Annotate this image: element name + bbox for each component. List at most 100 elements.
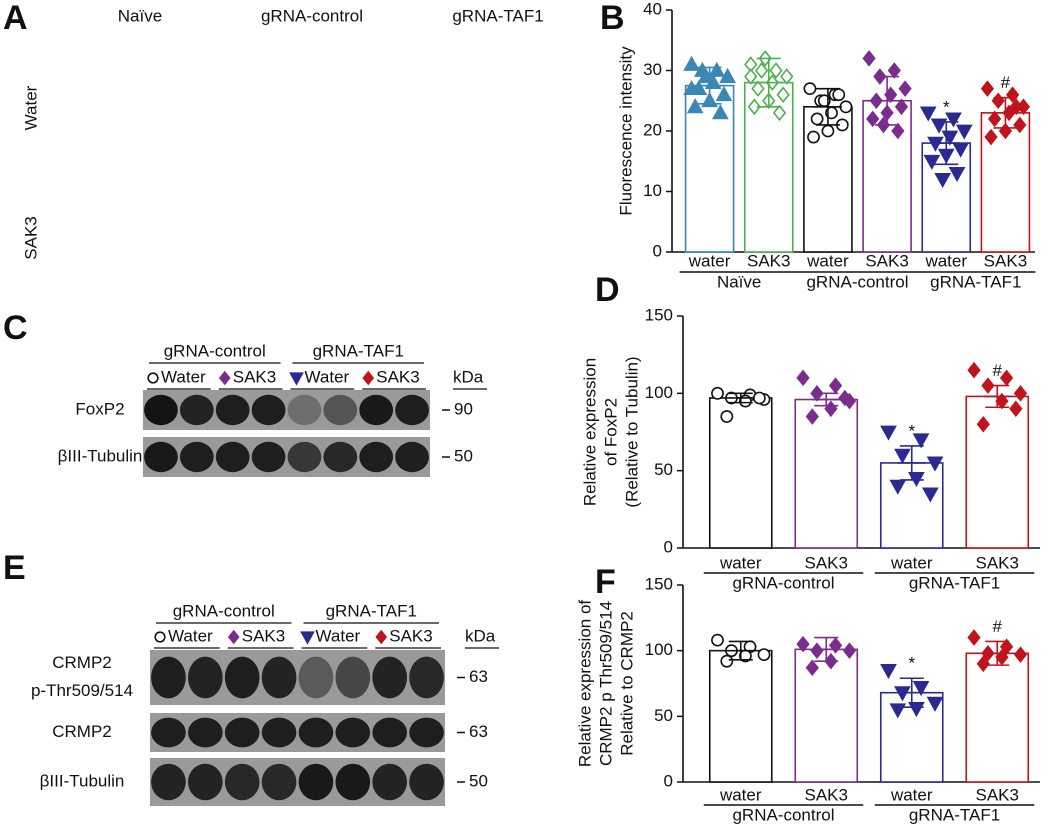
data-point	[984, 128, 998, 146]
blot-band	[395, 441, 429, 473]
kda-label: 63	[469, 722, 488, 741]
data-point	[991, 92, 1005, 110]
significance-mark: *	[908, 421, 915, 440]
data-point	[147, 372, 159, 384]
blot-band	[179, 441, 214, 473]
group-label: Naïve	[717, 272, 761, 291]
group-label: gRNA-TAF1	[909, 805, 1000, 824]
x-tick-label: SAK3	[865, 251, 908, 270]
data-point	[289, 372, 304, 386]
blot-band	[395, 394, 429, 426]
y-tick-label: 40	[643, 0, 662, 18]
data-point	[926, 456, 944, 472]
x-tick-label: water	[890, 553, 933, 572]
data-point	[744, 68, 758, 85]
blot-band	[287, 441, 322, 473]
data-point	[862, 50, 876, 67]
significance-mark: #	[993, 361, 1003, 380]
blot-band	[298, 717, 334, 748]
y-axis-label: Relative expression	[580, 358, 599, 506]
lane-label: Water	[316, 626, 361, 645]
bar	[708, 649, 773, 783]
data-point	[889, 479, 907, 495]
y-tick-label: 100	[645, 640, 673, 659]
data-point	[891, 122, 905, 140]
row-label: SAK3	[21, 216, 40, 259]
data-point	[757, 648, 771, 662]
blot-band	[151, 717, 186, 748]
data-point	[719, 67, 736, 83]
blot-band	[224, 717, 260, 748]
data-point	[908, 702, 925, 718]
bar	[794, 398, 859, 549]
data-point	[999, 369, 1014, 387]
y-axis-label: Fluorescence intensity	[616, 46, 635, 216]
x-tick-label: water	[688, 251, 731, 270]
data-point	[711, 386, 724, 400]
significance-mark: *	[908, 654, 915, 673]
y-tick-label: 150	[645, 574, 673, 593]
data-point	[720, 654, 734, 668]
y-tick-label: 0	[664, 537, 673, 556]
y-tick-label: 0	[664, 771, 673, 790]
y-axis-label: (Relative to Tubulin)	[622, 356, 641, 507]
data-point	[803, 82, 817, 96]
row-label: CRMP2	[52, 653, 112, 672]
data-point	[154, 631, 166, 643]
panel-letter: C	[3, 309, 28, 347]
y-axis-label: Relative to CRMP2	[617, 611, 636, 756]
blot-band	[261, 763, 297, 801]
column-label: gRNA-control	[261, 6, 363, 25]
blot-band	[359, 394, 394, 426]
kda-label: 50	[454, 446, 473, 465]
row-label: FoxP2	[75, 399, 124, 418]
panel-letter: A	[3, 0, 28, 37]
x-tick-label: SAK3	[747, 251, 790, 270]
bar	[794, 648, 859, 783]
data-point	[898, 80, 912, 97]
unit-label: kDa	[465, 626, 496, 645]
data-point	[805, 659, 819, 677]
x-tick-label: water	[924, 251, 967, 270]
blot-band	[298, 656, 334, 699]
data-point	[708, 61, 726, 77]
blot-band	[287, 394, 322, 426]
data-point	[941, 130, 959, 146]
y-axis-label: CRMP2 p Thr509/514	[596, 601, 615, 766]
data-point	[1013, 646, 1028, 663]
group-label: gRNA-control	[732, 805, 834, 824]
data-point	[828, 377, 843, 394]
data-point	[1009, 400, 1023, 418]
lane-label: Water	[168, 626, 213, 645]
bar	[708, 397, 773, 549]
data-point	[683, 80, 700, 96]
x-tick-label: SAK3	[984, 251, 1027, 270]
data-point	[921, 487, 939, 503]
blot-band	[215, 394, 250, 426]
data-point	[375, 629, 388, 645]
data-point	[227, 629, 240, 645]
data-point	[880, 663, 897, 680]
kda-label: 63	[469, 667, 488, 686]
data-point	[752, 391, 766, 405]
x-tick-label: water	[719, 553, 762, 572]
blot-band	[179, 394, 214, 426]
blot-band	[372, 656, 408, 699]
data-point	[908, 471, 925, 488]
data-point	[780, 68, 794, 85]
data-point	[919, 106, 937, 122]
x-tick-label: SAK3	[805, 785, 848, 804]
data-point	[980, 80, 995, 97]
row-label: βIII-Tubulin	[58, 446, 143, 465]
data-point	[821, 124, 835, 138]
y-tick-label: 0	[653, 241, 662, 260]
data-point	[805, 408, 819, 425]
column-label: Naïve	[118, 6, 162, 25]
panel-letter: D	[595, 271, 620, 309]
x-tick-label: water	[890, 785, 933, 804]
data-point	[747, 98, 761, 116]
data-point	[839, 100, 853, 114]
bar	[965, 652, 1030, 783]
data-point	[796, 369, 810, 387]
data-point	[754, 62, 769, 79]
